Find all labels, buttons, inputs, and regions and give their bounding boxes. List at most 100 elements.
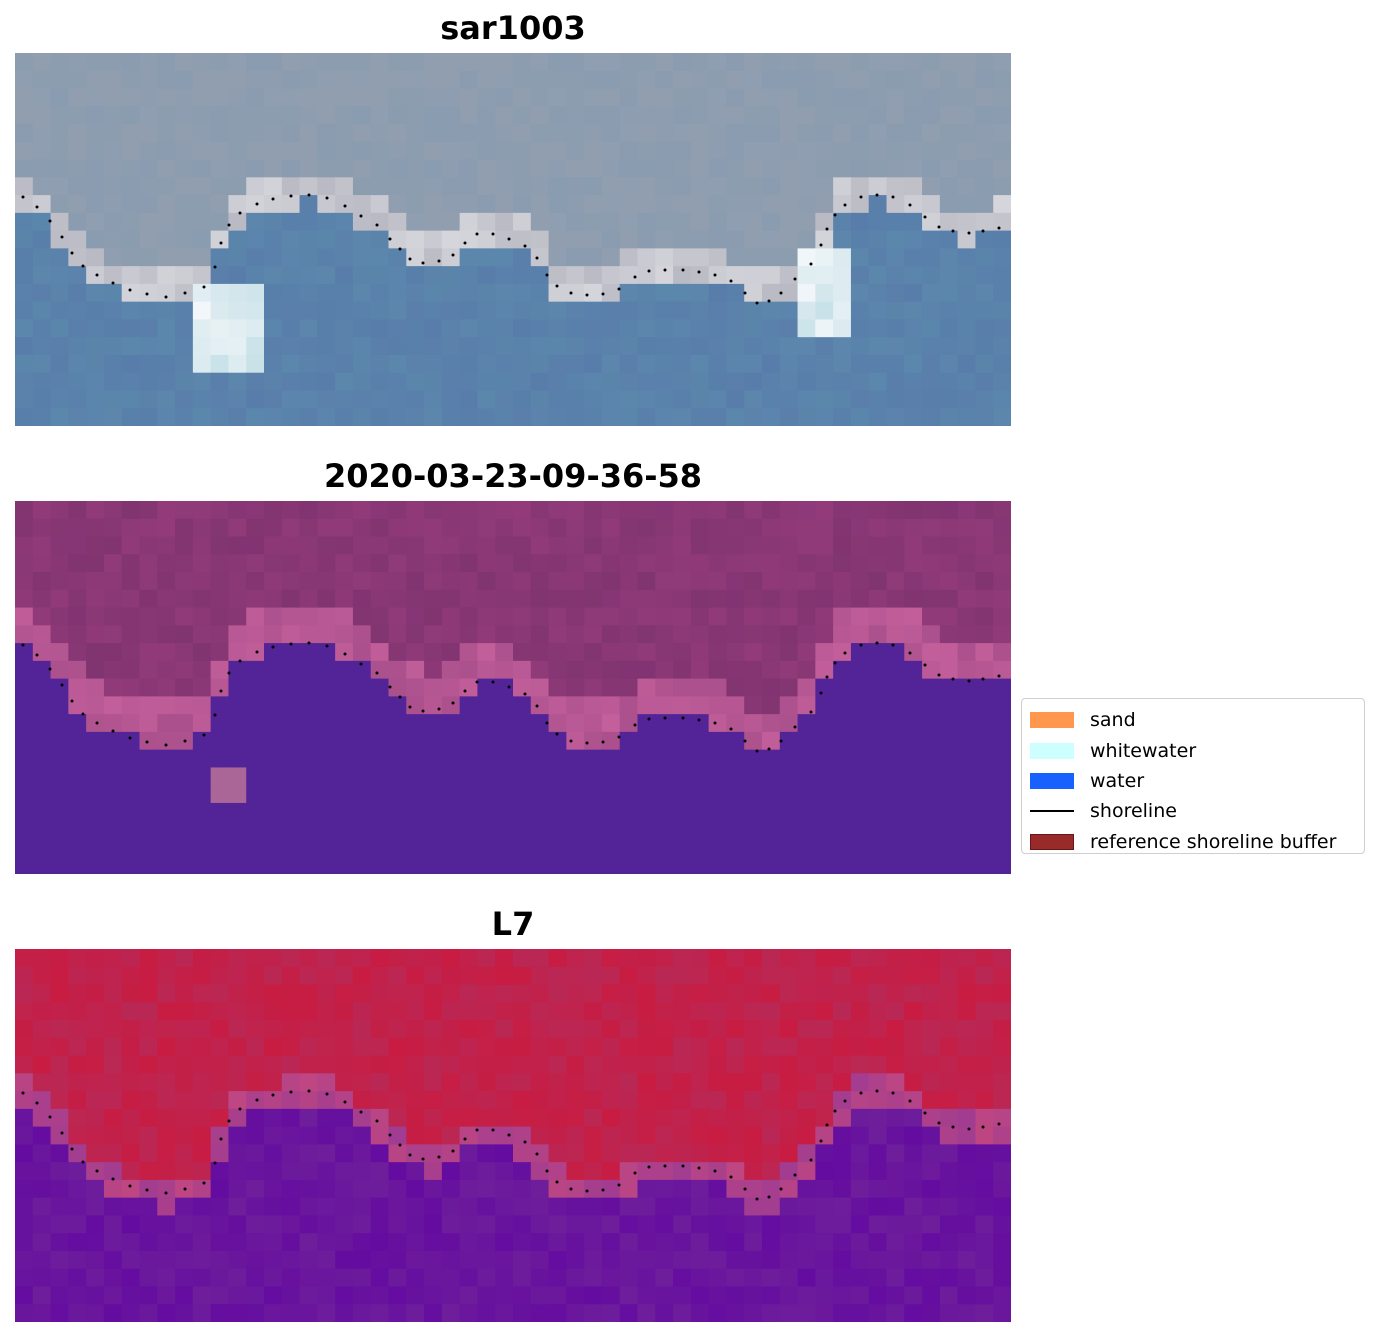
shoreline-dots [21,641,1001,753]
shoreline-point [875,641,879,645]
shoreline-point [908,651,912,655]
shoreline-point [793,1173,797,1177]
shoreline-point [555,1180,559,1184]
legend: sand whitewater water shoreline referenc… [1021,698,1365,854]
shoreline-point [375,223,379,227]
shoreline-point [819,691,823,695]
shoreline-point [421,1157,425,1161]
panel-title-classified: 2020-03-23-09-36-58 [323,457,703,495]
shoreline-point [793,277,797,281]
shoreline-point [95,273,99,277]
shoreline-point [729,727,733,731]
shoreline-point [755,301,759,305]
shoreline-point [555,732,559,736]
shoreline-point [523,692,527,696]
shoreline-point [997,226,1001,230]
shoreline-point [48,219,52,223]
legend-label: sand [1090,709,1136,732]
shoreline-point [647,269,651,273]
shoreline-point [809,1158,813,1162]
shoreline-point [81,264,85,268]
shoreline-point [463,689,467,693]
shoreline-point [633,1171,637,1175]
shoreline-point [227,1119,231,1123]
shoreline-point [111,281,115,285]
shoreline-point [681,268,685,272]
shoreline-point [923,1111,927,1115]
image-pixels [15,949,1011,1322]
shoreline-point [793,725,797,729]
shoreline-point [713,273,717,277]
shoreline-point [825,227,829,231]
shoreline-point [219,1137,223,1141]
shoreline-point [809,262,813,266]
shoreline-point [981,229,985,233]
shoreline-point [647,717,651,721]
shoreline-point [95,721,99,725]
shoreline-point [937,225,941,229]
shoreline-point [343,204,347,208]
shoreline-point [843,651,847,655]
shoreline-point [981,677,985,681]
shoreline-point [535,256,539,260]
shoreline-point [491,232,495,236]
shoreline-point [307,641,311,645]
shoreline-point [585,1189,589,1193]
shoreline-point [145,292,149,296]
shoreline-point [375,671,379,675]
shoreline-line-swatch [1030,810,1074,813]
shoreline-point [271,197,275,201]
shoreline-point [475,232,479,236]
shoreline-point [255,1098,259,1102]
shoreline-point [743,739,747,743]
shoreline-point [833,213,837,217]
shoreline-point [343,1100,347,1104]
shoreline-point [164,295,168,299]
shoreline-point [408,257,412,261]
shoreline-point [213,265,217,269]
shoreline-point [507,237,511,241]
shoreline-point [908,1099,912,1103]
shoreline-point [70,1147,74,1151]
shoreline-point [451,1149,455,1153]
shoreline-point [359,662,363,666]
shoreline-point [535,704,539,708]
shoreline-point [70,251,74,255]
panel-title-index: L7 [491,905,535,943]
shoreline-point [729,1175,733,1179]
shoreline-point [833,1109,837,1113]
shoreline-point [81,1160,85,1164]
shoreline-point [491,1128,495,1132]
shoreline-point [633,275,637,279]
shoreline-point [779,1187,783,1191]
shoreline-point [35,205,39,209]
shoreline-point [48,667,52,671]
shoreline-dots [21,193,1001,305]
shoreline-point [398,695,402,699]
classified-image-panel [15,501,1011,874]
shoreline-point [601,1188,605,1192]
shoreline-point [507,1133,511,1137]
shoreline-point [981,1125,985,1129]
shoreline-point [545,273,549,277]
shoreline-point [859,195,863,199]
shoreline-point [202,1181,206,1185]
shoreline-point [875,193,879,197]
shoreline-point [21,195,25,199]
shoreline-point [271,1093,275,1097]
shoreline-point [767,1195,771,1199]
shoreline-point [819,243,823,247]
shoreline-point [843,1099,847,1103]
index-image-panel [15,949,1011,1322]
shoreline-point [697,718,701,722]
shoreline-point [601,740,605,744]
shoreline-point [111,1177,115,1181]
shoreline-point [997,1122,1001,1126]
shoreline-point [767,747,771,751]
shoreline-point [647,1165,651,1169]
shoreline-point [743,291,747,295]
shoreline-point [967,1127,971,1131]
shoreline-point [809,710,813,714]
shoreline-point [238,211,242,215]
shoreline-point [507,685,511,689]
